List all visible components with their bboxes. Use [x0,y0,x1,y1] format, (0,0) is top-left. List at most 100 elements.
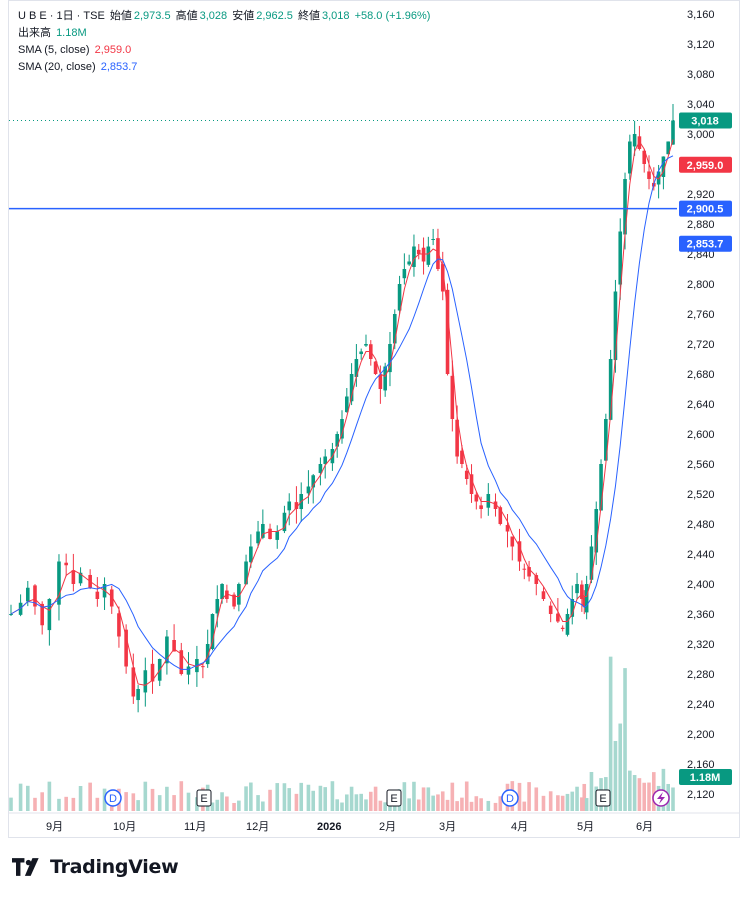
candle-body [565,614,570,635]
y-tick-label: 2,880 [687,219,715,231]
candle-body [249,546,253,563]
candle-body [416,249,421,254]
volume-bar [186,792,191,811]
last-price-badge-text: 3,018 [691,116,719,128]
marker-circle [104,789,122,807]
volume-bar [57,798,61,811]
volume-bar [335,799,340,811]
volume-bar [548,791,553,811]
volume-bar [244,786,248,811]
volume-bar [323,787,328,811]
candle-body [426,246,431,265]
volume-bar [220,792,224,811]
price-chart[interactable]: 3,1603,1203,0803,0403,0002,9602,9202,880… [9,1,739,839]
volume-bar [479,798,483,811]
x-tick-label: 11月 [184,821,206,833]
candle-body [287,501,292,511]
candle-body [150,663,155,682]
volume-bar [165,786,169,811]
marker-text: E [599,793,606,805]
volume-bar [450,782,455,811]
candle-body [560,627,565,629]
volume-bar [378,800,383,811]
candle-body [436,238,440,269]
volume-bar [522,801,527,811]
sma20-value: 2,853.7 [100,61,138,73]
volume-bar [47,781,52,811]
volume-bar [618,723,623,811]
candle-body [109,589,114,607]
candle-body [9,614,13,615]
high-value: 3,028 [199,10,228,22]
volume-bar [412,781,416,811]
volume-bar [608,656,613,811]
candle-body [582,597,587,607]
candle-body [431,239,435,240]
candle-body [275,531,280,540]
y-tick-label: 2,920 [687,189,715,201]
high-label: 高値 [175,10,198,22]
symbol-title: U B E · 1日 · TSE [18,10,105,22]
open-value: 2,973.5 [133,10,171,22]
volume-bar [344,794,349,811]
last-price-badge: 3,018 [679,112,732,129]
volume-bar [416,799,421,811]
volume-bar [421,787,426,811]
sma5-badge: 2,959.0 [679,156,732,173]
sma20-badge-text: 2,853.7 [687,239,724,251]
volume-bar [282,783,287,811]
candle-body [570,599,575,617]
volume-bar [498,796,503,811]
volume-bar [364,799,368,811]
candle-body [661,156,666,177]
tradingview-wordmark: TradingView [50,856,179,878]
volume-bar [647,782,651,811]
candle-body [225,590,229,599]
candle-body [256,531,260,544]
y-tick-label: 2,680 [687,369,715,381]
chart-area[interactable]: 3,1603,1203,0803,0403,0002,9602,9202,880… [8,0,740,838]
volume-bar [431,795,435,811]
candle-body [205,644,210,665]
volume-bar [9,797,13,811]
candle-body [215,599,220,614]
volume-bar [215,799,220,811]
volume-bar [368,791,373,811]
candle-body [575,584,579,594]
hline-badge-bg [679,200,732,217]
candle-body [594,509,599,553]
marker-box [595,789,611,807]
x-tick-label: 9月 [46,821,63,833]
volume-bar [306,784,311,811]
last-price-badge-bg [679,112,732,129]
candle-body [584,584,589,613]
y-tick-label: 2,760 [687,309,715,321]
volume-bar [95,797,100,811]
candle-body [306,486,311,494]
x-tick-label: 2026 [317,821,341,833]
volume-bar [157,795,162,811]
volume-bar [359,793,363,811]
candle-body [294,502,299,509]
candle-body [40,603,44,626]
tradingview-logo[interactable]: TradingView [12,856,179,878]
volume-bar [40,792,44,811]
volume-bar [232,802,236,811]
volume-bar [18,783,23,811]
candle-body [25,587,30,602]
volume-bar [25,785,30,811]
x-tick-label: 2月 [379,821,396,833]
candle-body [282,512,287,532]
candle-body [479,505,483,509]
volume-bar [33,797,37,811]
volume-bar [143,781,148,811]
candle-body [124,629,128,667]
volume-group [9,656,675,811]
candle-body [421,247,426,262]
volume-badge-bg [679,769,732,785]
volume-bar [407,798,411,811]
volume-bar [445,799,450,811]
sma20-label: SMA (20, close) [18,61,96,73]
y-tick-label: 2,120 [687,789,715,801]
volume-bar [565,793,570,811]
